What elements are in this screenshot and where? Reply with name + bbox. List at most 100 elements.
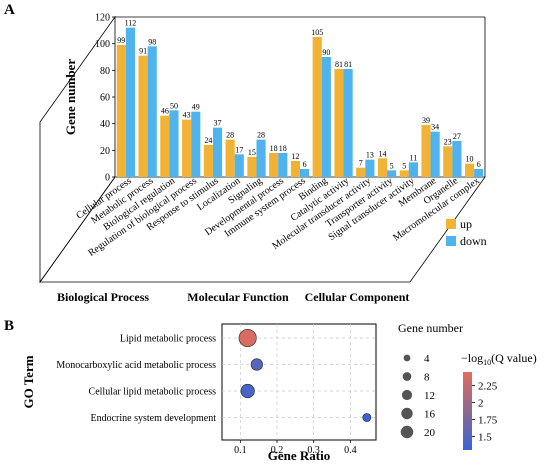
bar-down [212,127,223,177]
size-legend-label: 20 [424,427,436,439]
data-label: 23 [444,137,452,146]
data-label: 7 [359,159,363,168]
bar-down [452,141,462,177]
bar-up [225,139,235,177]
legend-swatch-down [446,236,456,246]
size-legend-title: Gene number [398,321,463,335]
data-label: 13 [366,151,374,160]
panel-b-label: B [4,318,14,334]
data-label: 5 [402,161,406,170]
bar-down [387,170,397,177]
bar-down [147,46,157,178]
data-label: 81 [344,60,352,69]
bar-up [421,125,431,177]
bar-up [399,170,409,177]
color-legend-tick-label: 1.5 [478,431,492,443]
bubble-point [250,358,263,371]
size-legend-label: 8 [424,372,430,384]
y-tick-label: 60 [100,93,110,104]
y-tick-label: 20 [100,146,110,157]
data-label: 105 [311,28,323,37]
data-label: 49 [192,103,200,112]
data-label: 91 [139,47,147,56]
bar-up [312,37,322,177]
color-legend-title-suffix: (Q value) [491,351,537,365]
bar-down [365,159,375,177]
data-label: 5 [390,161,394,170]
x-tick-label: 0.1 [234,445,247,456]
data-label: 18 [279,144,287,153]
data-label: 27 [453,132,461,141]
color-legend-title-subscript: 10 [483,358,491,367]
bar-down [191,111,201,177]
bar-up [138,55,148,177]
data-label: 98 [148,37,156,46]
bar-down [169,110,179,177]
color-legend-bar [463,372,472,450]
y-tick-label: 120 [95,13,110,24]
bar-down [321,57,331,177]
data-label: 50 [170,101,178,110]
x-axis-label: Gene Ratio [268,448,330,463]
data-label: 12 [291,152,299,161]
color-legend-tick-label: 2.25 [478,381,498,393]
data-label: 99 [117,36,125,45]
go-term-label: Lipid metabolic process [120,334,216,345]
data-label: 14 [378,149,386,158]
bar-down [300,169,310,177]
color-legend-tick-label: 1.75 [478,414,498,426]
legend: up down [446,217,487,248]
size-legend-label: 12 [424,390,435,402]
color-legend: −log10(Q value) 2.25 2 1.75 1.5 [461,351,537,450]
bubble-point [238,328,257,348]
data-label: 28 [257,131,265,140]
data-label: 37 [214,119,222,128]
x-tick-label: 0.2 [271,445,284,456]
size-legend: Gene number 4 8 12 16 20 [398,321,463,439]
bar-up [116,45,126,177]
y-axis: 0 20 40 60 80 100 120 [95,13,115,184]
bar-down [256,139,266,177]
bar-down [474,169,484,177]
bar-up [160,115,170,177]
bar-down [278,153,288,177]
bar-up [290,161,300,177]
y-tick-label: 100 [95,39,110,50]
go-term-labels: Lipid metabolic process Monocarboxylic ac… [56,334,216,425]
go-term-label: Monocarboxylic acid metabolic process [56,360,216,371]
x-tick-label: 0.4 [344,445,357,456]
legend-label-up: up [460,217,472,231]
bar-down [408,162,418,177]
data-label: 112 [125,19,137,28]
data-label: 34 [431,123,439,132]
size-legend-dot [401,389,413,401]
bar-up [247,157,257,177]
color-legend-tick-label: 2 [478,398,484,410]
bubble-point [362,413,372,422]
bar-up [334,69,344,177]
panel-a-label: A [4,2,15,18]
y-tick-label: 80 [100,66,110,77]
bar-up [182,119,192,177]
data-label: 15 [248,148,256,157]
go-term-label: Cellular lipid metabolic process [89,387,217,398]
data-label: 6 [477,160,481,169]
bar-up [356,167,366,177]
data-label: 43 [183,111,191,120]
data-label: 39 [422,116,430,125]
size-legend-dot [401,407,413,420]
data-label: 46 [161,107,169,116]
color-legend-title: −log10(Q value) [461,351,537,367]
plot-frame [221,323,377,441]
size-legend-dot [400,425,414,439]
bar-up [269,153,279,177]
bubble-point [240,383,255,399]
legend-label-down: down [460,234,487,248]
y-tick-label: 40 [100,119,110,130]
bar-up [443,146,453,177]
size-legend-dot [403,354,411,362]
bar-up [377,158,388,177]
